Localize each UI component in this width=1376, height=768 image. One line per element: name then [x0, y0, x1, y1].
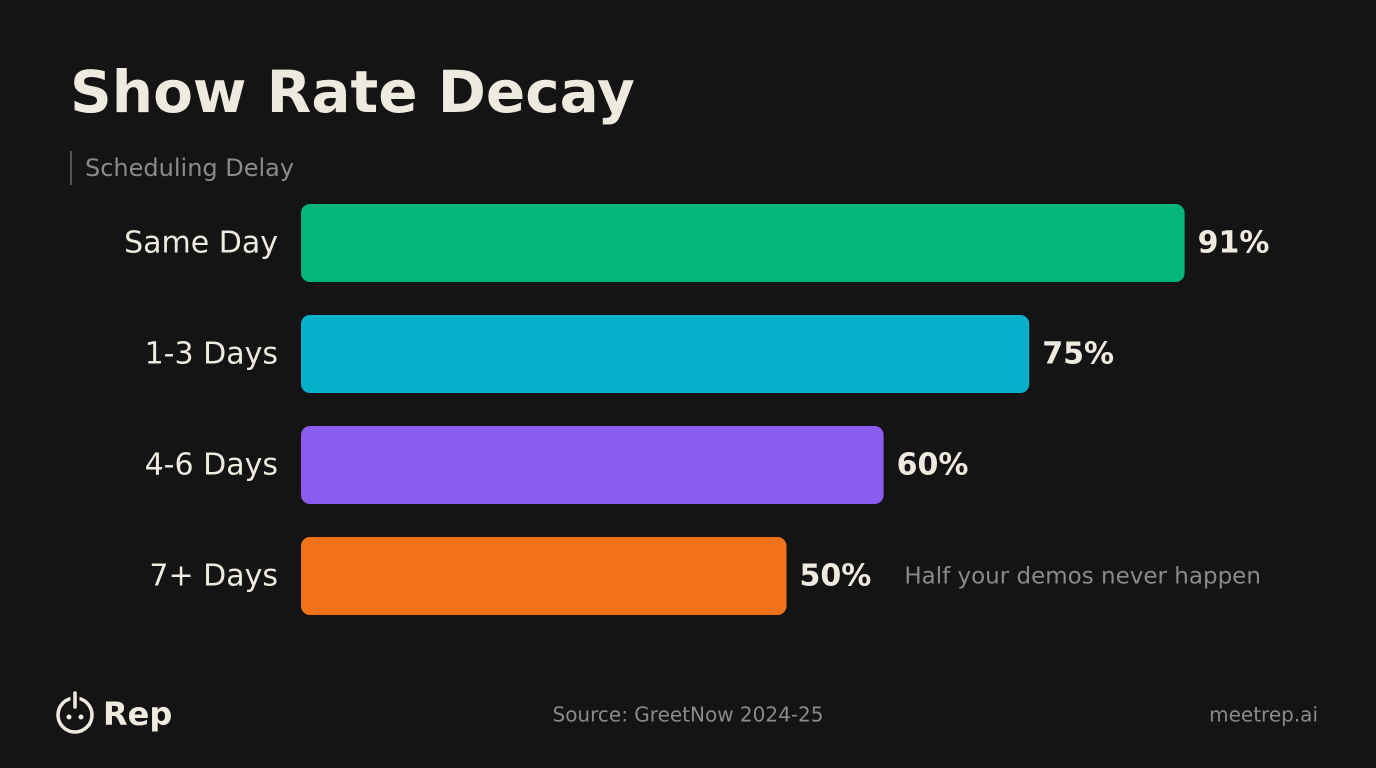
brand-name: Rep: [103, 695, 172, 733]
y-axis-label: Scheduling Delay: [85, 154, 294, 182]
bar: [301, 315, 1030, 393]
value-label: 91%: [1198, 226, 1270, 261]
logo-eye: [78, 714, 84, 720]
logo-eye: [66, 714, 72, 720]
category-label: 7+ Days: [149, 559, 278, 594]
bar: [301, 426, 884, 504]
chart-title: Show Rate Decay: [70, 58, 635, 126]
bar: [301, 537, 787, 615]
annotation: Half your demos never happen: [904, 564, 1261, 590]
value-label: 50%: [800, 559, 872, 594]
bar: [301, 204, 1185, 282]
category-label: Same Day: [124, 226, 278, 261]
source: Source: GreetNow 2024-25: [553, 703, 824, 727]
value-label: 60%: [897, 448, 969, 483]
brand-logo: [56, 691, 94, 734]
category-label: 1-3 Days: [145, 337, 278, 372]
website: meetrep.ai: [1209, 703, 1318, 727]
value-label: 75%: [1042, 337, 1114, 372]
category-label: 4-6 Days: [145, 448, 278, 483]
